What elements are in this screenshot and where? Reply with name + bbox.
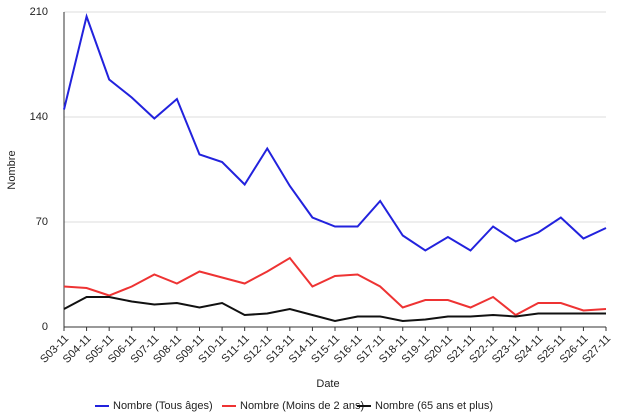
legend-label: Nombre (Moins de 2 ans) <box>240 400 364 412</box>
y-tick-label: 0 <box>42 321 48 333</box>
data-line <box>63 296 606 323</box>
y-tick-label: 140 <box>30 111 48 123</box>
y-tick-label: 210 <box>30 6 48 18</box>
y-axis-label: Nombre <box>6 150 18 189</box>
y-tick-label: 70 <box>36 216 48 228</box>
x-axis-label: Date <box>316 378 339 390</box>
legend-label: Nombre (Tous âges) <box>113 400 213 412</box>
data-line <box>63 13 607 252</box>
legend-label: Nombre (65 ans et plus) <box>375 400 493 412</box>
data-line <box>63 256 607 317</box>
